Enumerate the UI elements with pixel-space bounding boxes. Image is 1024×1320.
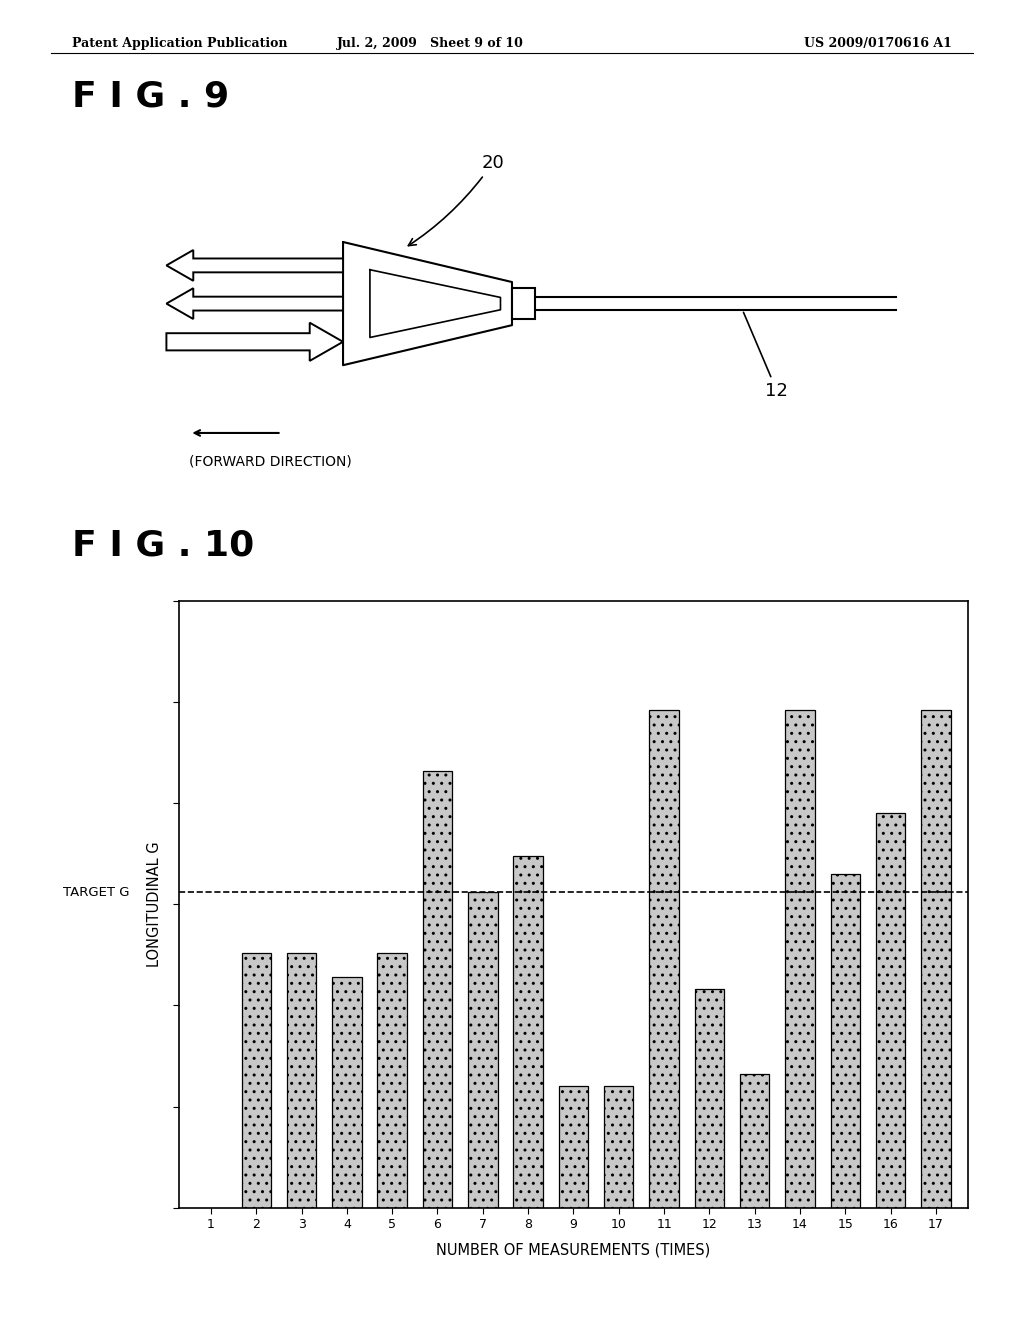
Bar bbox=[512, 288, 535, 319]
Bar bbox=[287, 953, 316, 1208]
Polygon shape bbox=[166, 322, 343, 360]
Bar bbox=[649, 710, 679, 1208]
Text: (FORWARD DIRECTION): (FORWARD DIRECTION) bbox=[189, 454, 352, 469]
Text: Patent Application Publication: Patent Application Publication bbox=[72, 37, 287, 50]
Text: TARGET G: TARGET G bbox=[62, 886, 129, 899]
Y-axis label: LONGITUDINAL G: LONGITUDINAL G bbox=[146, 841, 162, 968]
Bar bbox=[378, 953, 407, 1208]
Polygon shape bbox=[166, 288, 343, 319]
Text: F I G . 9: F I G . 9 bbox=[72, 79, 229, 114]
Bar bbox=[604, 1086, 634, 1208]
Bar bbox=[468, 892, 498, 1208]
Bar bbox=[332, 977, 361, 1208]
Bar bbox=[922, 710, 950, 1208]
Text: F I G . 10: F I G . 10 bbox=[72, 528, 254, 562]
Bar bbox=[513, 855, 543, 1208]
Bar bbox=[740, 1074, 769, 1208]
Bar bbox=[830, 874, 860, 1208]
X-axis label: NUMBER OF MEASUREMENTS (TIMES): NUMBER OF MEASUREMENTS (TIMES) bbox=[436, 1242, 711, 1258]
Bar bbox=[694, 989, 724, 1208]
Bar bbox=[559, 1086, 588, 1208]
Text: 12: 12 bbox=[743, 313, 788, 400]
Polygon shape bbox=[166, 249, 343, 281]
Text: US 2009/0170616 A1: US 2009/0170616 A1 bbox=[805, 37, 952, 50]
Bar bbox=[423, 771, 453, 1208]
Text: 20: 20 bbox=[409, 154, 504, 246]
Bar bbox=[785, 710, 815, 1208]
Bar bbox=[876, 813, 905, 1208]
Bar bbox=[242, 953, 271, 1208]
Text: Jul. 2, 2009   Sheet 9 of 10: Jul. 2, 2009 Sheet 9 of 10 bbox=[337, 37, 523, 50]
